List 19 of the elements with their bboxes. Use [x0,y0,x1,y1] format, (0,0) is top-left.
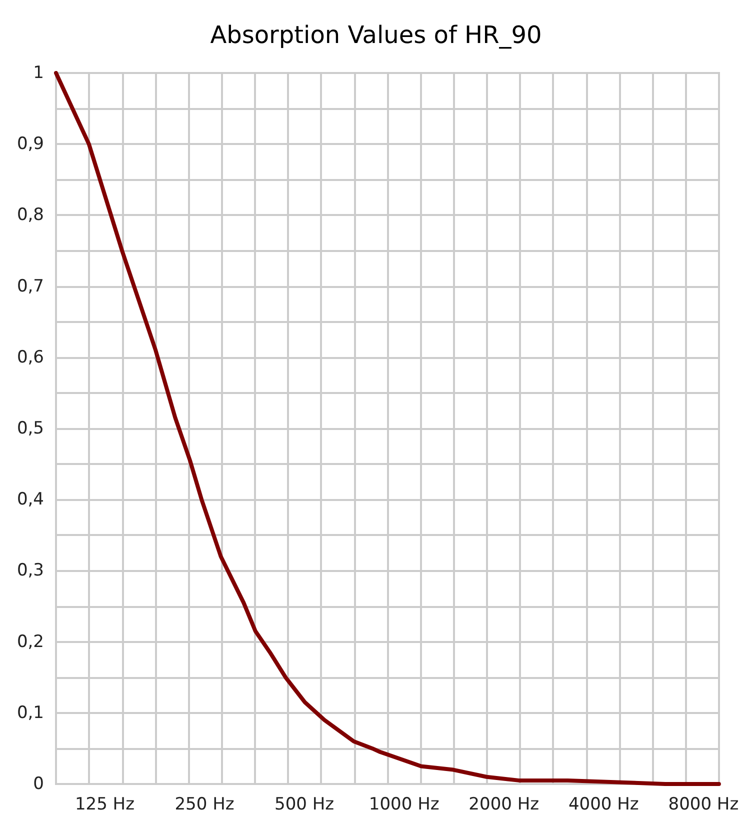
y-tick-label: 0,7 [16,276,44,296]
y-tick-label: 0,6 [16,347,44,368]
x-tick-label: 2000 Hz [468,794,540,814]
x-tick-label: 1000 Hz [368,794,440,814]
y-tick-label: 1 [33,63,44,83]
y-tick-label: 0,5 [16,418,44,438]
y-tick-label: 0,1 [16,702,44,723]
y-tick-label: 0,2 [16,632,44,652]
y-tick-label: 0,4 [16,490,44,510]
x-tick-label: 500 Hz [274,794,334,814]
x-tick-label: 8000 Hz [668,794,739,814]
y-tick-label: 0,9 [16,134,44,154]
chart-title: Absorption Values of HR_90 [210,21,542,49]
y-tick-label: 0,3 [16,560,44,581]
x-tick-label: 250 Hz [174,794,234,814]
y-tick-label: 0 [33,774,44,794]
x-tick-label: 125 Hz [74,794,135,814]
y-tick-label: 0,8 [16,205,44,226]
x-tick-label: 4000 Hz [568,794,639,814]
